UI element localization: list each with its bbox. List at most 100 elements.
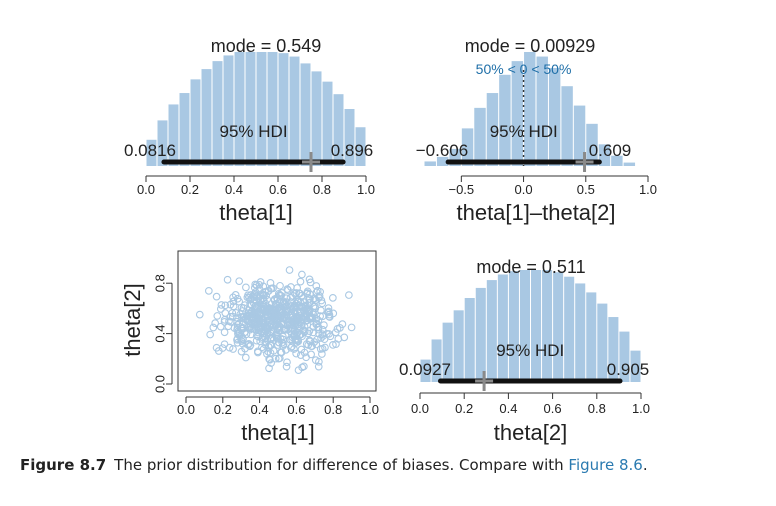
scatter-point xyxy=(244,341,252,349)
mode-label: mode = 0.549 xyxy=(211,36,322,56)
hdi-low-label: −0.606 xyxy=(416,141,468,160)
histogram-bar xyxy=(355,127,366,166)
scatter-point xyxy=(241,353,250,362)
histogram-bar xyxy=(424,161,436,166)
scatter-point xyxy=(221,301,230,310)
x-tick-label: 0.0 xyxy=(515,182,533,197)
histogram-bar xyxy=(289,56,300,167)
scatter-point xyxy=(279,313,287,322)
histogram-bar xyxy=(608,317,619,382)
x-tick-label: 0.2 xyxy=(214,402,232,417)
scatter-point xyxy=(253,292,262,300)
scatter-point xyxy=(273,334,281,343)
histogram-bar xyxy=(212,61,223,167)
x-tick-label: 0.6 xyxy=(269,182,287,197)
scatter-point xyxy=(290,329,299,338)
scatter-point xyxy=(263,328,272,337)
scatter-point xyxy=(237,337,246,345)
scatter-point xyxy=(259,282,268,291)
scatter-point xyxy=(276,325,284,334)
scatter-point xyxy=(318,325,327,334)
histogram-bar xyxy=(575,283,586,382)
x-tick-label: 0.8 xyxy=(588,401,606,416)
scatter-point xyxy=(228,309,237,317)
caption-text: The prior distribution for difference of… xyxy=(114,456,569,474)
hdi-low-label: 0.0927 xyxy=(399,360,451,379)
scatter-point xyxy=(310,294,319,303)
scatter-point xyxy=(235,277,244,286)
scatter-point xyxy=(292,349,301,358)
scatter-point xyxy=(211,319,220,327)
scatter-point xyxy=(295,323,304,332)
histogram-bar xyxy=(442,322,453,382)
scatter-point xyxy=(269,317,277,325)
hdi-label: 95% HDI xyxy=(490,122,558,141)
scatter-point xyxy=(229,293,237,302)
scatter-point xyxy=(270,296,279,305)
histogram-bar xyxy=(300,63,311,166)
scatter-point xyxy=(298,270,306,279)
histogram-bar xyxy=(256,52,267,166)
histogram-bar xyxy=(553,272,564,382)
caption-link-figure-8-6[interactable]: Figure 8.6 xyxy=(568,456,643,474)
histogram-bar xyxy=(548,67,561,166)
scatter-point xyxy=(300,362,308,371)
scatter-point xyxy=(284,286,292,295)
scatter-point xyxy=(283,358,291,367)
histogram-bar xyxy=(511,61,524,167)
scatter-point xyxy=(206,330,215,339)
scatter-point xyxy=(318,350,326,358)
scatter-point xyxy=(242,330,251,339)
scatter-point xyxy=(324,308,332,317)
scatter-point xyxy=(312,340,321,349)
x-tick-label: 0.2 xyxy=(181,182,199,197)
histogram-bar xyxy=(630,350,641,382)
scatter-frame xyxy=(177,250,377,392)
histogram-bar xyxy=(179,93,190,166)
scatter-point xyxy=(307,313,316,322)
scatter-point xyxy=(247,330,255,339)
scatter-point xyxy=(204,286,213,295)
scatter-point xyxy=(282,362,291,371)
scatter-point xyxy=(289,302,298,311)
scatter-point xyxy=(273,295,282,304)
x-tick-label: 1.0 xyxy=(639,182,657,197)
scatter-point xyxy=(323,329,331,338)
scatter-point xyxy=(258,318,267,327)
scatter-point xyxy=(300,312,309,321)
scatter-point xyxy=(267,359,275,367)
scatter-point xyxy=(324,304,333,312)
panel-theta1-histogram: mode = 0.549 95% HDI 0.0816 0.896 0.0 0.2 0.4 0… xyxy=(124,36,375,225)
scatter-point xyxy=(265,364,273,373)
scatter-point xyxy=(220,328,229,337)
histogram-bar xyxy=(586,123,598,166)
panel-theta2-histogram: mode = 0.511 95% HDI 0.0927 0.905 0.0 0.2 0.4 0… xyxy=(399,257,650,445)
histogram-bar xyxy=(245,52,256,166)
scatter-point xyxy=(297,303,306,312)
scatter-point xyxy=(280,299,289,308)
histogram-bar xyxy=(431,339,442,382)
scatter-point xyxy=(212,292,221,301)
histogram-bar xyxy=(234,52,245,166)
histogram-bar xyxy=(531,270,542,382)
histogram-bar xyxy=(598,144,611,166)
scatter-point xyxy=(329,309,338,318)
scatter-point xyxy=(223,275,232,284)
scatter-point xyxy=(281,325,290,334)
histogram-bar xyxy=(461,128,474,166)
histogram-bar xyxy=(168,104,179,166)
histogram-bar xyxy=(333,94,344,166)
scatter-point xyxy=(214,347,223,355)
caption-end: . xyxy=(642,456,648,474)
histogram-bar xyxy=(611,155,623,166)
scatter-point xyxy=(281,346,290,354)
scatter-point xyxy=(279,298,288,307)
scatter-point xyxy=(253,347,262,356)
x-axis-title: theta[1] xyxy=(241,420,314,445)
scatter-point xyxy=(317,306,325,315)
hdi-low-label: 0.0816 xyxy=(124,141,176,160)
scatter-point xyxy=(209,323,218,332)
x-axis-title: theta[2] xyxy=(494,420,567,445)
scatter-point xyxy=(258,335,266,343)
